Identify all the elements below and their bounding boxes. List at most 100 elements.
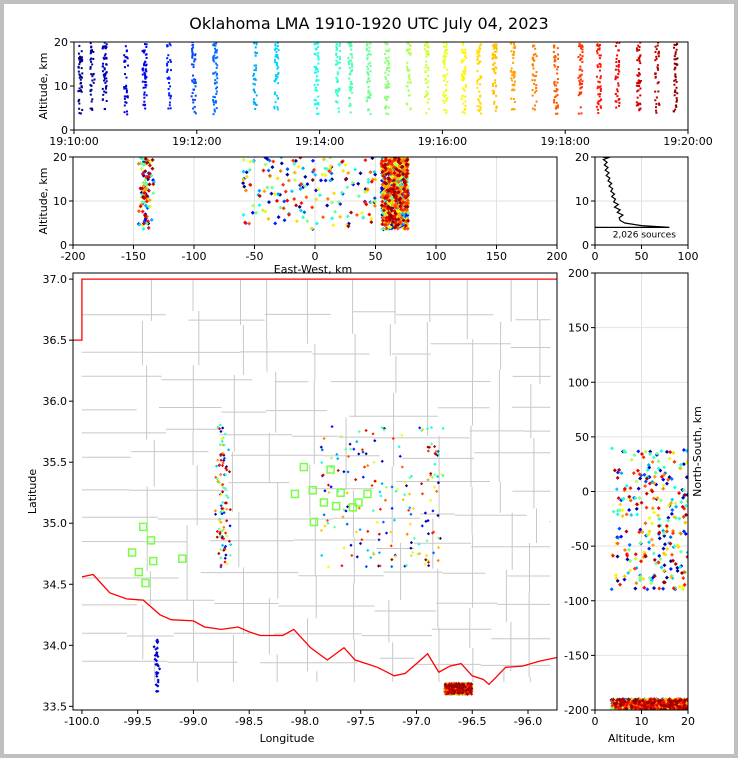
source-point <box>313 71 316 74</box>
source-point <box>219 520 223 524</box>
latitude-tick-label: 35.5 <box>43 456 68 469</box>
source-point <box>366 96 369 99</box>
source-point <box>144 160 149 165</box>
source-point <box>124 55 127 58</box>
source-point <box>426 478 430 482</box>
source-point <box>156 671 160 675</box>
source-point <box>579 91 582 94</box>
source-point <box>386 210 391 215</box>
source-point <box>368 91 371 94</box>
source-point <box>277 73 280 76</box>
source-point <box>596 87 599 90</box>
source-point <box>461 75 464 78</box>
source-point <box>446 81 449 84</box>
source-point <box>369 64 372 67</box>
source-point <box>386 84 389 87</box>
source-point <box>369 94 372 97</box>
source-point <box>618 42 621 44</box>
source-point <box>303 184 308 189</box>
source-point <box>89 93 92 96</box>
source-point <box>334 63 337 66</box>
source-point <box>443 690 447 694</box>
source-point <box>253 42 256 44</box>
source-point <box>382 176 387 181</box>
source-point <box>155 662 159 667</box>
source-point <box>346 171 351 176</box>
source-point <box>424 558 428 562</box>
source-point <box>194 112 197 115</box>
source-point <box>654 99 657 102</box>
map-source-points <box>152 423 474 696</box>
source-point <box>597 100 600 103</box>
source-point <box>532 53 535 56</box>
source-point <box>615 106 618 109</box>
source-point <box>254 69 257 72</box>
source-point <box>363 158 368 163</box>
source-point <box>654 72 657 75</box>
source-point <box>277 97 280 100</box>
source-point <box>444 50 447 53</box>
source-point <box>495 50 498 53</box>
source-point <box>460 97 463 100</box>
source-point <box>144 186 149 191</box>
source-point <box>464 100 467 103</box>
source-point <box>432 485 436 489</box>
source-point <box>123 95 126 98</box>
source-point <box>243 220 248 225</box>
source-point <box>212 95 215 98</box>
source-point <box>426 101 429 104</box>
source-point <box>140 161 145 166</box>
source-point <box>599 88 602 91</box>
source-point <box>443 63 446 66</box>
source-point <box>215 62 218 65</box>
source-point <box>449 690 453 694</box>
source-point <box>368 52 371 55</box>
source-point <box>461 60 464 63</box>
source-point <box>216 64 219 67</box>
source-point <box>625 557 630 562</box>
source-point <box>661 546 666 551</box>
source-point <box>596 44 599 47</box>
source-point <box>494 72 497 75</box>
source-point <box>622 574 627 579</box>
source-point <box>320 553 324 558</box>
source-point <box>554 56 557 59</box>
source-point <box>479 95 482 98</box>
source-point <box>141 180 146 185</box>
source-point <box>394 167 399 172</box>
source-point <box>319 528 324 533</box>
source-point <box>637 84 640 87</box>
source-point <box>637 79 640 82</box>
source-point <box>494 46 497 49</box>
source-point <box>213 512 218 516</box>
source-point <box>647 540 652 545</box>
source-point <box>629 512 634 517</box>
source-point <box>492 91 495 94</box>
source-point <box>271 159 276 164</box>
source-point <box>579 45 582 48</box>
source-point <box>393 160 398 165</box>
source-point <box>434 449 438 454</box>
source-point <box>388 70 391 73</box>
source-point <box>510 50 513 53</box>
source-point <box>440 472 444 476</box>
lma-station-marker <box>348 503 358 512</box>
source-point <box>599 69 602 72</box>
source-point <box>366 71 369 74</box>
source-point <box>136 209 141 214</box>
source-point <box>556 68 559 71</box>
source-point <box>341 168 346 173</box>
source-point <box>314 53 317 56</box>
source-point <box>655 48 658 51</box>
source-point <box>251 203 256 208</box>
source-point <box>344 176 349 181</box>
source-point <box>194 78 197 81</box>
source-point <box>379 203 384 208</box>
source-point <box>367 77 370 80</box>
source-point <box>408 43 411 46</box>
source-point <box>383 222 388 227</box>
source-point <box>425 50 428 53</box>
source-point <box>392 157 397 160</box>
source-point <box>103 57 106 60</box>
source-point <box>279 157 284 160</box>
